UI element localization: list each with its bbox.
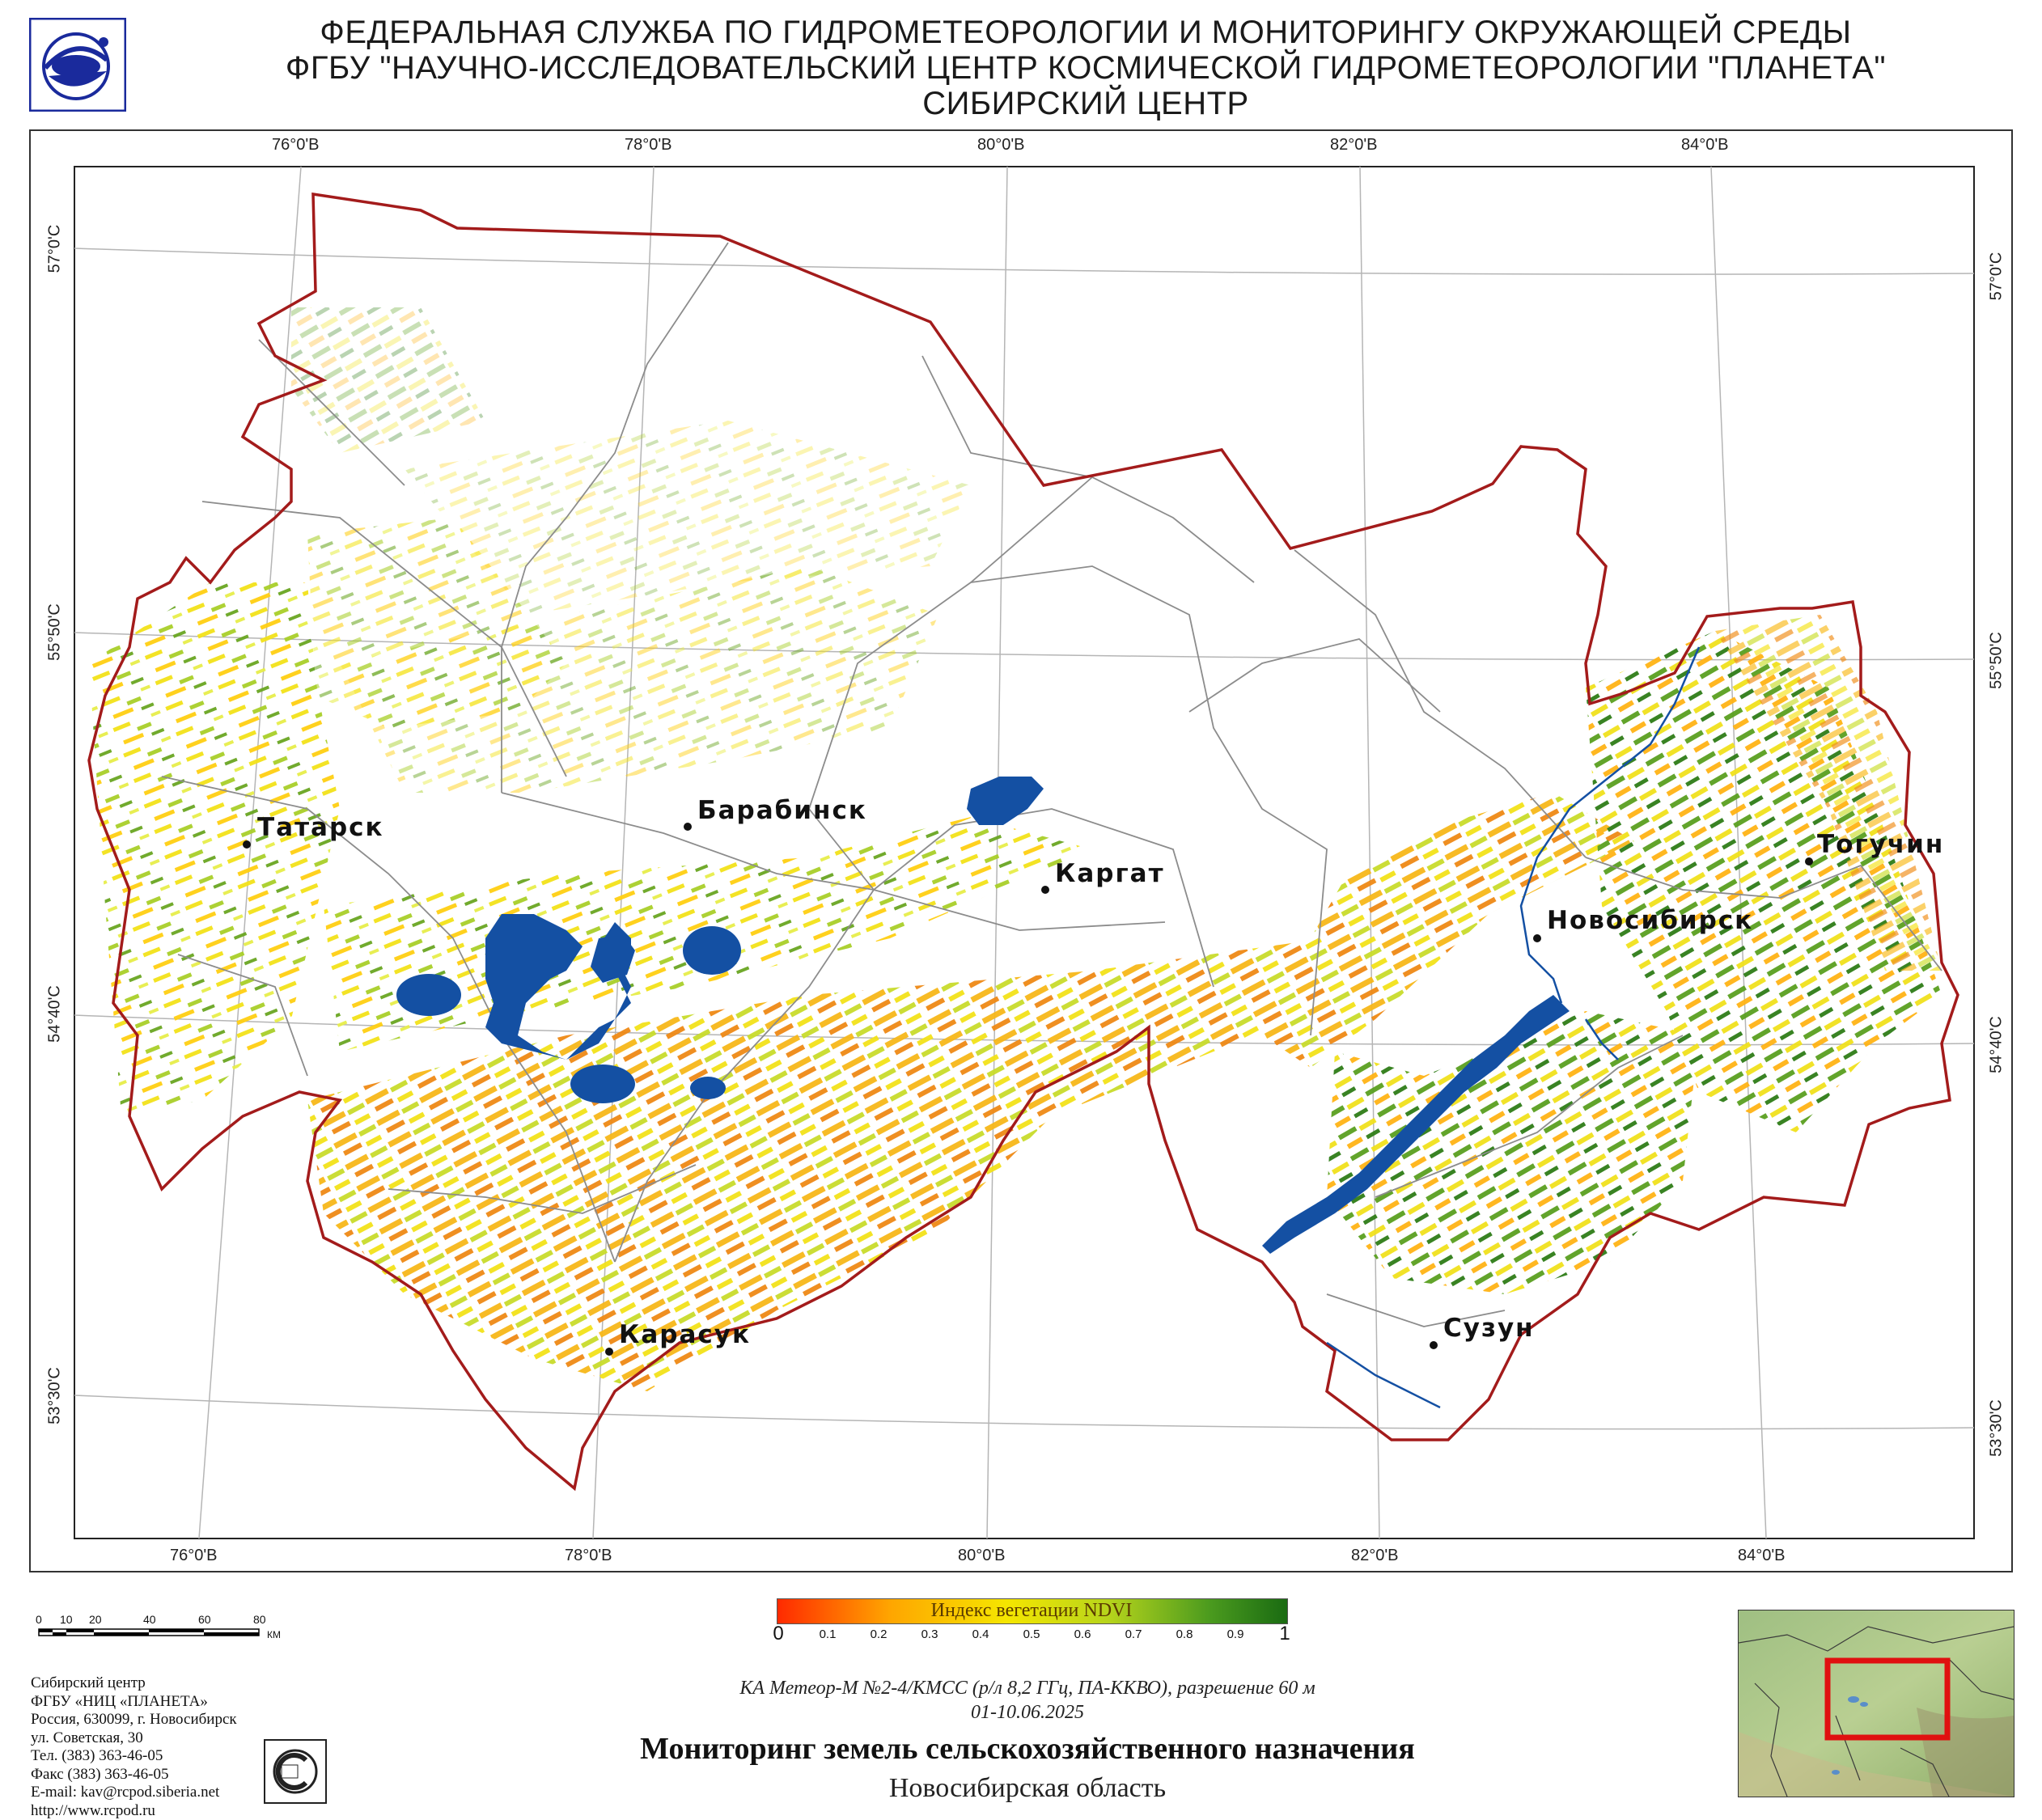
grid-top-76: 76°0'В <box>272 136 320 154</box>
grid-top-84: 84°0'В <box>1681 136 1729 154</box>
scale-tick-10: 10 <box>60 1613 73 1626</box>
scale-tick-40: 40 <box>143 1613 156 1626</box>
grid-top-80: 80°0'В <box>977 136 1025 154</box>
scale-tick-20: 20 <box>89 1613 102 1626</box>
ndvi-max: 1 <box>1279 1623 1290 1645</box>
ndvi-min: 0 <box>773 1623 783 1645</box>
ndvi-tick-0.9: 0.9 <box>1227 1627 1244 1641</box>
city-label-tatarsk: Татарск <box>257 813 384 842</box>
contact-line: Россия, 630099, г. Новосибирск <box>31 1711 237 1729</box>
grid-left-57: 57°0'С <box>46 217 65 281</box>
ndvi-legend-title: Индекс вегетации NDVI <box>777 1600 1286 1622</box>
ndvi-legend: Индекс вегетации NDVI 0 0.1 0.2 0.3 0.4 … <box>777 1595 1290 1660</box>
map-title: Мониторинг земель сельскохозяйственного … <box>421 1731 1634 1767</box>
city-label-suzun: Сузун <box>1443 1314 1535 1343</box>
grid-left-5550: 55°50'С <box>46 595 65 670</box>
satellite-caption: КА Метеор-М №2-4/КМСС (р/л 8,2 ГГц, ПА-К… <box>453 1678 1602 1699</box>
city-label-novosibirsk: Новосибирск <box>1547 906 1753 935</box>
city-label-kargat: Каргат <box>1055 859 1165 888</box>
date-caption: 01-10.06.2025 <box>453 1702 1602 1724</box>
city-label-karasuk: Карасук <box>619 1320 751 1349</box>
ndvi-tick-0.2: 0.2 <box>871 1627 888 1641</box>
contact-line: ФГБУ «НИЦ «ПЛАНЕТА» <box>31 1693 237 1712</box>
ndvi-tick-0.4: 0.4 <box>972 1627 989 1641</box>
ndvi-tick-0.8: 0.8 <box>1176 1627 1193 1641</box>
grid-right-5330: 53°30'С <box>1988 1391 2006 1466</box>
inset-overview-map <box>1738 1610 2014 1797</box>
grid-bottom-80: 80°0'В <box>958 1547 1006 1565</box>
city-label-barabinsk: Барабинск <box>697 796 867 825</box>
region-name: Новосибирская область <box>453 1773 1602 1804</box>
grid-bottom-76: 76°0'В <box>170 1547 218 1565</box>
iso-certification-icon <box>264 1739 327 1804</box>
grid-top-78: 78°0'В <box>625 136 672 154</box>
contact-line: ул. Советская, 30 <box>31 1729 237 1748</box>
scale-unit: КМ <box>267 1629 281 1640</box>
ndvi-tick-0.7: 0.7 <box>1125 1627 1142 1641</box>
contact-line: http://www.rcpod.ru <box>31 1802 237 1820</box>
grid-top-82: 82°0'В <box>1330 136 1378 154</box>
contact-line: Сибирский центр <box>31 1674 237 1693</box>
contact-line: Факс (383) 363-46-05 <box>31 1766 237 1784</box>
grid-bottom-78: 78°0'В <box>565 1547 612 1565</box>
contact-block: Сибирский центр ФГБУ «НИЦ «ПЛАНЕТА» Росс… <box>31 1674 237 1820</box>
scale-tick-60: 60 <box>198 1613 211 1626</box>
contact-line: Тел. (383) 363-46-05 <box>31 1747 237 1766</box>
ndvi-tick-0.1: 0.1 <box>820 1627 837 1641</box>
city-label-toguchin: Тогучин <box>1817 830 1944 859</box>
grid-left-5440: 54°40'С <box>46 977 65 1052</box>
ndvi-tick-0.5: 0.5 <box>1023 1627 1040 1641</box>
grid-right-57: 57°0'С <box>1988 244 2006 309</box>
ndvi-tick-0.6: 0.6 <box>1074 1627 1091 1641</box>
grid-right-5440: 54°40'С <box>1988 1008 2006 1082</box>
grid-right-5550: 55°50'С <box>1988 624 2006 698</box>
ndvi-tick-0.3: 0.3 <box>921 1627 938 1641</box>
scale-bar: 0 10 20 40 60 80 КМ <box>32 1616 283 1649</box>
contact-line: E-mail: kav@rcpod.siberia.net <box>31 1784 237 1802</box>
grid-bottom-84: 84°0'В <box>1738 1547 1786 1565</box>
grid-left-5330: 53°30'С <box>46 1359 65 1433</box>
scale-tick-80: 80 <box>253 1613 266 1626</box>
grid-bottom-82: 82°0'В <box>1351 1547 1399 1565</box>
scale-tick-0: 0 <box>36 1613 42 1626</box>
